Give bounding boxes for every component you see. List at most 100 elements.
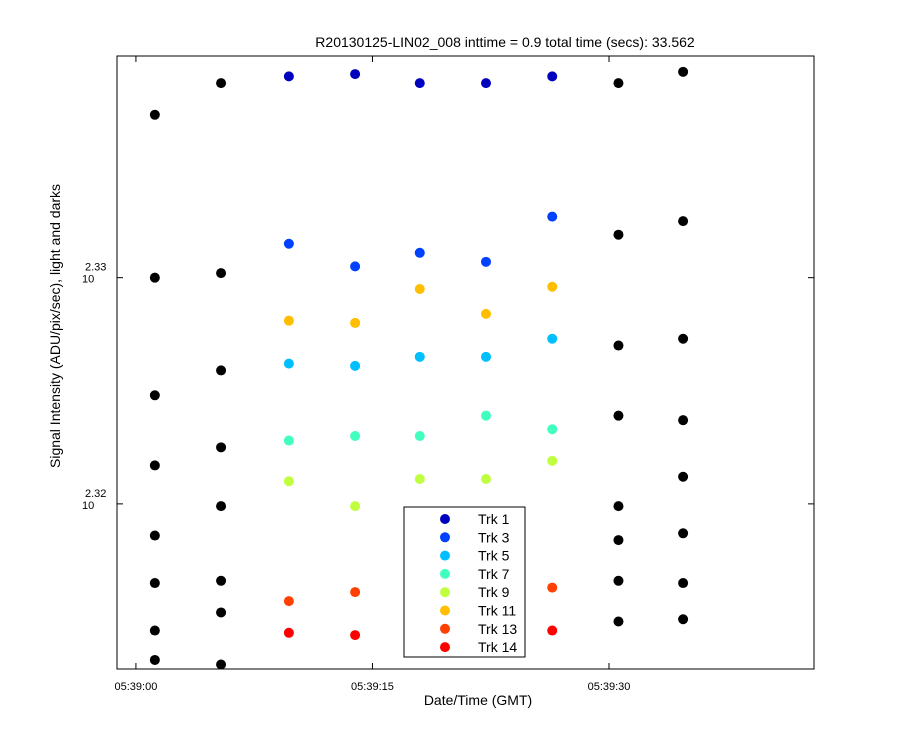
legend-marker: [440, 514, 450, 524]
data-point: [547, 333, 558, 344]
data-point: [613, 535, 624, 546]
data-point: [414, 431, 425, 442]
y-axis-label: Signal Intensity (ADU/pix/sec), light an…: [47, 184, 63, 468]
legend: Trk 1 Trk 3 Trk 5 Trk 7 Trk 9 Trk 11 Trk 13 Trk…: [403, 506, 526, 658]
x-axis-ticks: 05:39:00 05:39:15 05:39:30: [115, 56, 631, 693]
legend-label: Trk 7: [478, 566, 510, 582]
data-point: [547, 582, 558, 593]
data-point: [149, 654, 160, 665]
series-trk-7: [283, 410, 558, 446]
data-point: [678, 333, 689, 344]
data-point: [350, 587, 361, 598]
x-axis-label: Date/Time (GMT): [424, 692, 532, 708]
data-point: [350, 630, 361, 641]
legend-marker: [440, 605, 450, 616]
data-point: [678, 216, 689, 227]
legend-marker: [440, 642, 450, 653]
y-tick-label-base: 10: [82, 500, 94, 512]
data-point: [678, 66, 689, 77]
series-dark: [149, 66, 689, 670]
data-point: [481, 256, 491, 267]
data-point: [283, 596, 294, 607]
data-point: [678, 528, 689, 539]
data-point: [613, 501, 624, 512]
data-point: [547, 625, 558, 636]
legend-label: Trk 9: [478, 584, 510, 600]
data-point: [149, 625, 160, 636]
data-point: [350, 69, 361, 80]
data-point: [414, 473, 425, 484]
data-point: [283, 358, 294, 369]
series-trk-5: [283, 333, 558, 371]
legend-label: Trk 1: [478, 511, 510, 527]
y-tick-label-exponent: 2.32: [85, 488, 106, 500]
data-point: [414, 283, 425, 294]
data-point: [678, 415, 689, 426]
data-point: [216, 442, 227, 453]
legend-marker: [440, 550, 450, 561]
data-point: [547, 211, 558, 222]
data-point: [547, 281, 558, 292]
data-point: [149, 460, 160, 471]
data-point: [350, 261, 361, 272]
series-trk-11: [283, 281, 558, 328]
data-point: [149, 272, 160, 283]
data-point: [547, 455, 558, 466]
data-point: [350, 317, 361, 328]
data-point: [216, 78, 227, 89]
series-trk-13: [283, 582, 558, 607]
data-point: [547, 71, 558, 82]
data-point: [350, 360, 361, 371]
data-point: [613, 229, 624, 240]
data-point: [283, 435, 294, 446]
legend-label: Trk 14: [478, 639, 517, 655]
data-point: [149, 109, 160, 120]
data-point: [414, 247, 425, 258]
x-tick-label: 05:39:15: [351, 681, 394, 693]
legend-marker: [440, 587, 450, 598]
series-trk-3: [283, 211, 558, 272]
series-trk-9: [283, 455, 558, 512]
data-point: [678, 614, 689, 625]
data-point: [216, 268, 227, 279]
chart-title: R20130125-LIN02_008 inttime = 0.9 total …: [315, 34, 695, 50]
data-point: [613, 410, 624, 421]
legend-items: Trk 1 Trk 3 Trk 5 Trk 7 Trk 9 Trk 11 Trk 13 Trk…: [440, 511, 517, 655]
x-tick-label: 05:39:00: [115, 681, 158, 693]
data-point: [613, 575, 624, 586]
legend-marker: [440, 568, 450, 579]
legend-label: Trk 11: [478, 603, 516, 619]
legend-label: Trk 13: [478, 621, 517, 637]
data-point: [283, 627, 294, 638]
data-point: [613, 78, 624, 89]
data-point: [481, 308, 491, 319]
data-point: [149, 390, 160, 401]
data-point: [350, 501, 361, 512]
data-point: [283, 315, 294, 326]
data-point: [216, 501, 227, 512]
data-point: [216, 659, 227, 670]
data-point: [350, 431, 361, 442]
data-point: [414, 78, 425, 89]
data-point: [283, 476, 294, 487]
data-point: [481, 78, 491, 89]
data-point: [481, 473, 491, 484]
data-point: [283, 71, 294, 82]
legend-box: [403, 506, 526, 658]
data-points: [149, 66, 689, 670]
legend-label: Trk 5: [478, 548, 510, 564]
series-trk-1: [283, 69, 558, 89]
data-point: [678, 471, 689, 482]
y-tick-label-base: 10: [82, 274, 94, 286]
data-point: [481, 410, 491, 421]
data-point: [547, 424, 558, 435]
data-point: [216, 365, 227, 376]
data-point: [283, 238, 294, 249]
x-tick-label: 05:39:30: [588, 681, 631, 693]
legend-marker: [440, 532, 450, 543]
data-point: [216, 575, 227, 586]
data-point: [149, 530, 160, 541]
data-point: [414, 351, 425, 362]
